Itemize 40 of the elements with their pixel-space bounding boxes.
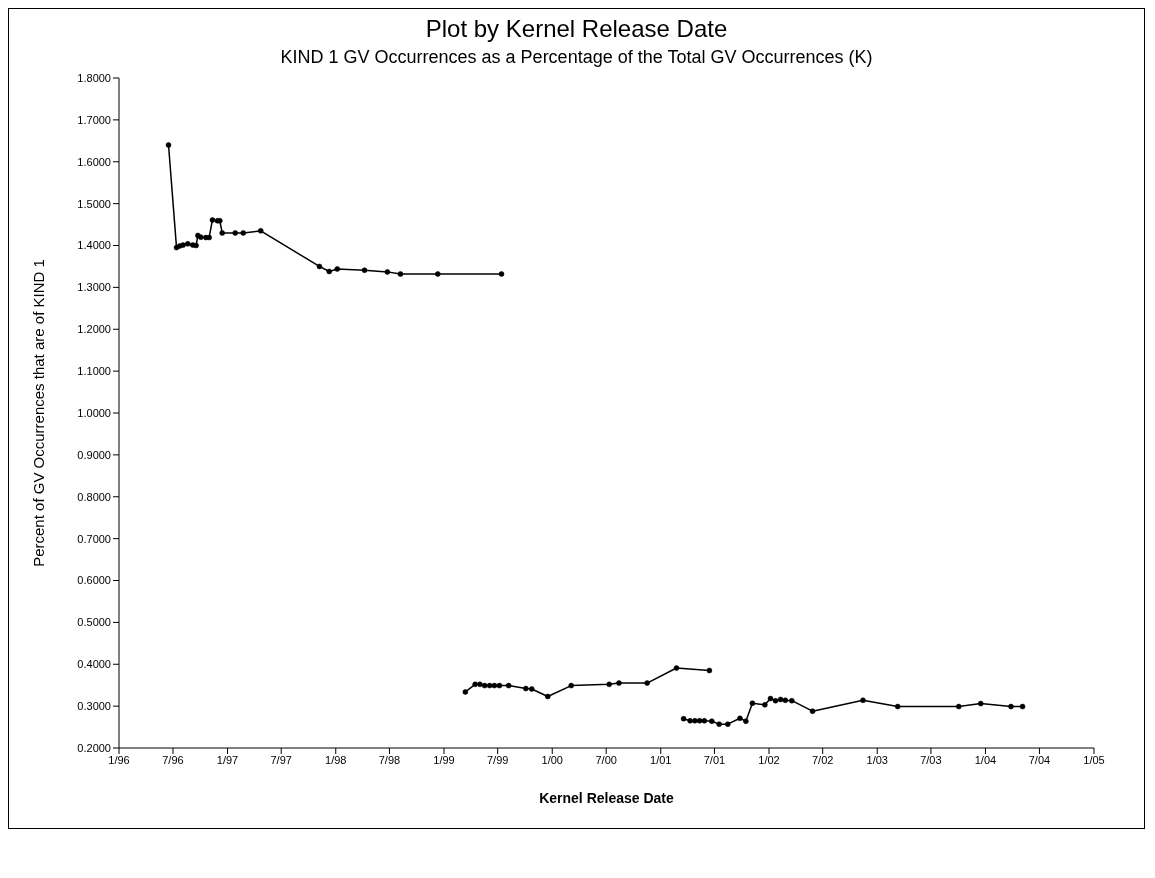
x-tick-label: 7/99 [486,753,509,766]
y-tick-label: 1.8000 [77,71,111,84]
y-tick-label: 1.5000 [77,197,111,210]
x-axis-title: Kernel Release Date [539,790,675,806]
y-tick-label: 0.3000 [77,700,111,713]
x-tick-label: 1/96 [108,753,130,766]
x-tick-label: 7/01 [703,753,726,766]
x-tick-label: 7/98 [378,753,401,766]
y-tick-label: 1.4000 [77,239,111,252]
y-tick-label: 1.2000 [77,323,111,336]
x-tick-label: 1/03 [866,753,888,766]
x-tick-label: 1/00 [541,753,563,766]
x-tick-label: 7/96 [162,753,184,766]
y-tick-label: 0.6000 [77,574,111,587]
y-axis-title: Percent of GV Occurrences that are of KIND 1 [30,259,48,567]
chart-title: Plot by Kernel Release Date [424,15,729,43]
y-tick-label: 0.8000 [77,490,111,503]
x-tick-label: 1/98 [325,753,347,766]
x-tick-label: 1/01 [650,753,672,766]
x-tick-label: 7/03 [920,753,942,766]
x-tick-label: 1/97 [216,753,239,766]
x-tick-label: 7/97 [270,753,292,766]
chart-subtitle: KIND 1 GV Occurrences as a Percentage of the Total GV Occurrences (K) [279,47,874,68]
x-tick-label: 7/04 [1028,753,1051,766]
y-tick-label: 0.4000 [77,658,111,671]
y-tick-label: 0.9000 [77,448,111,461]
x-tick-label: 1/99 [433,753,455,766]
x-tick-label: 1/02 [758,753,780,766]
y-tick-label: 0.7000 [77,532,111,545]
y-tick-label: 1.0000 [77,406,111,419]
y-tick-label: 1.7000 [77,113,111,126]
y-tick-label: 1.3000 [77,281,111,294]
x-tick-label: 7/00 [595,753,617,766]
y-tick-label: 1.1000 [77,365,111,378]
x-tick-label: 1/04 [974,753,997,766]
y-tick-label: 0.5000 [77,616,111,629]
y-tick-label: 0.2000 [77,741,111,754]
y-tick-label: 1.6000 [77,155,111,168]
x-tick-label: 1/05 [1083,753,1105,766]
x-tick-label: 7/02 [811,753,834,766]
